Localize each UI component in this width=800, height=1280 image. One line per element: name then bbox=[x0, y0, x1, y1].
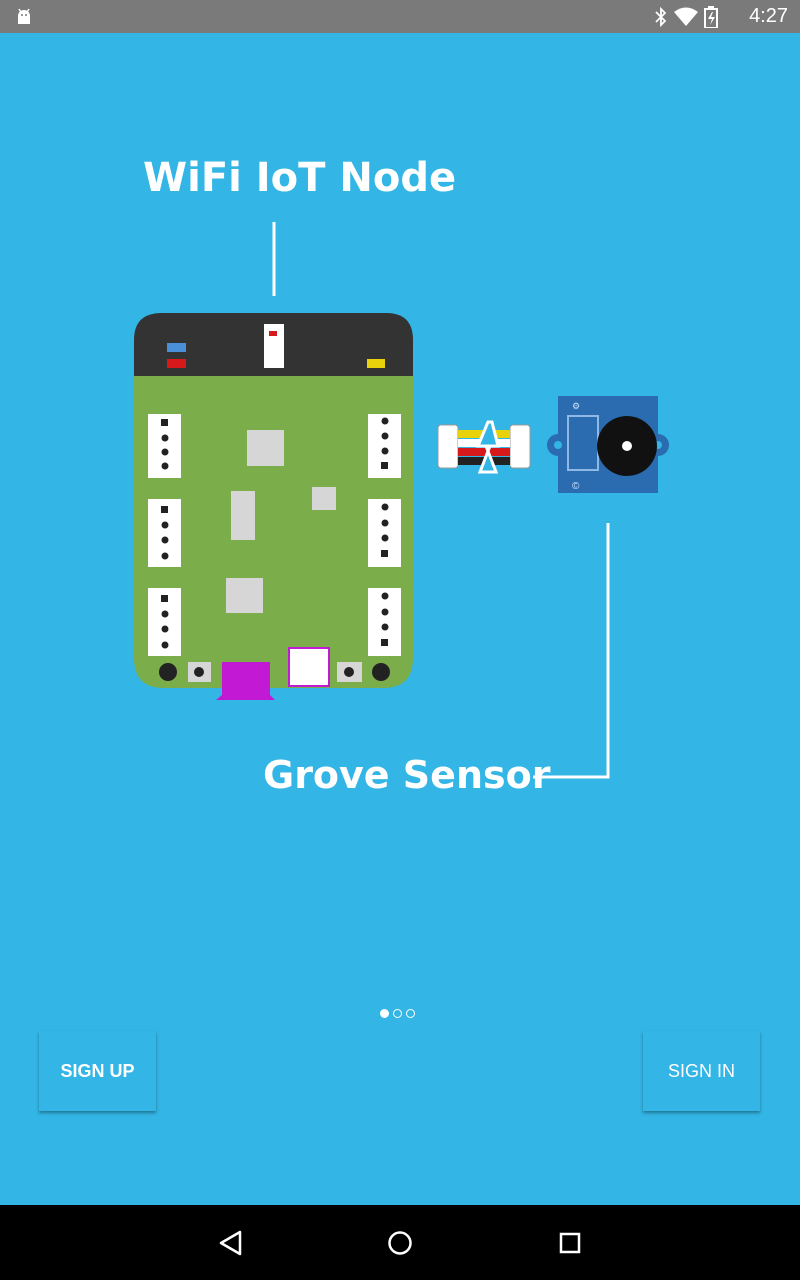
wifi-iot-board bbox=[134, 313, 413, 700]
back-icon[interactable] bbox=[210, 1223, 250, 1263]
battery-icon bbox=[704, 6, 718, 28]
sensor-label: Grove Sensor bbox=[263, 753, 551, 797]
bluetooth-icon bbox=[655, 7, 667, 27]
page-dot-3 bbox=[406, 1009, 415, 1018]
page-dot-2 bbox=[393, 1009, 402, 1018]
status-bar: 4:27 bbox=[0, 0, 800, 33]
node-label: WiFi IoT Node bbox=[143, 155, 457, 201]
grove-cable bbox=[437, 420, 531, 474]
sign-up-button[interactable]: SIGN UP bbox=[39, 1031, 156, 1111]
sensor-leader-line bbox=[533, 523, 610, 779]
svg-text:©: © bbox=[572, 481, 580, 492]
recents-icon[interactable] bbox=[550, 1223, 590, 1263]
navigation-bar bbox=[0, 1205, 800, 1280]
page-dot-1 bbox=[380, 1009, 389, 1018]
sign-in-button[interactable]: SIGN IN bbox=[643, 1031, 760, 1111]
android-debug-icon bbox=[18, 8, 30, 24]
clock: 4:27 bbox=[749, 5, 788, 27]
svg-text:⚙: ⚙ bbox=[572, 401, 580, 411]
board-diagram: ⚙ © bbox=[134, 222, 669, 779]
grove-buzzer-sensor: ⚙ © bbox=[547, 396, 669, 493]
home-icon[interactable] bbox=[380, 1223, 420, 1263]
wifi-icon bbox=[674, 7, 698, 26]
page-indicator bbox=[380, 1009, 415, 1018]
